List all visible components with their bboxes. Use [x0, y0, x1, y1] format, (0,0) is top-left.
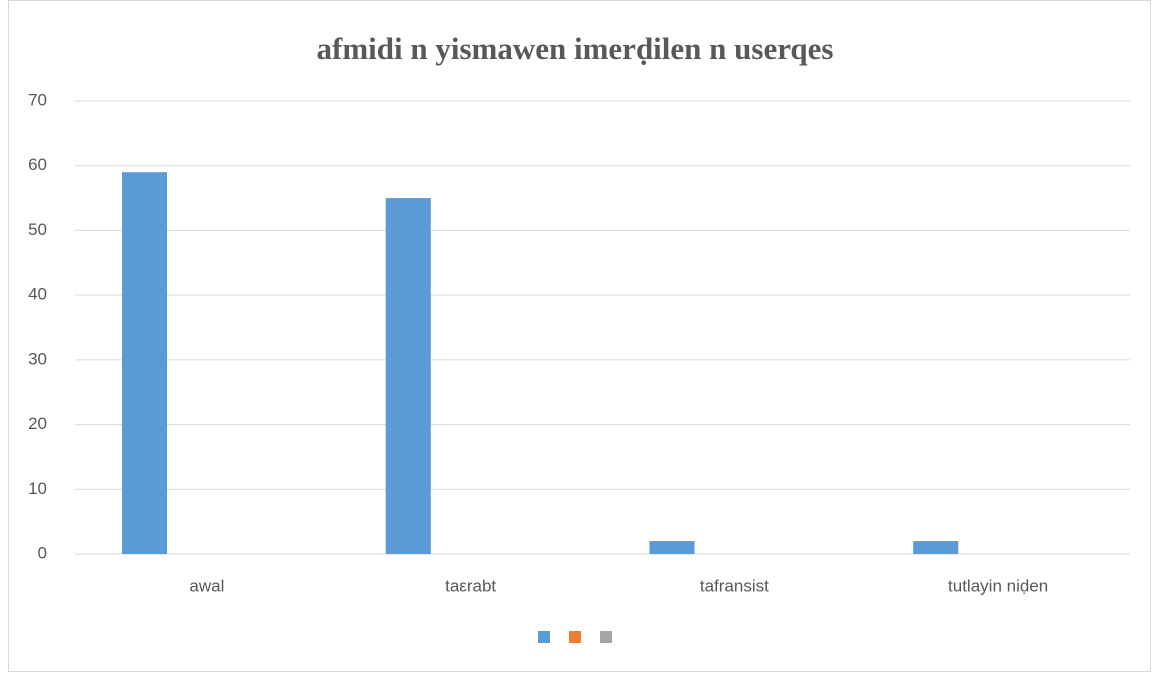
- x-tick-label: tutlayin niḍen: [948, 576, 1048, 595]
- y-tick-label: 20: [28, 414, 47, 433]
- x-tick-label: awal: [189, 576, 224, 595]
- x-tick-label: taεrabt: [445, 576, 496, 595]
- y-tick-label: 10: [28, 479, 47, 498]
- bar: [385, 198, 431, 555]
- y-tick-label: 60: [28, 155, 47, 174]
- legend-swatch: [600, 631, 612, 643]
- bar: [913, 541, 959, 554]
- y-tick-label: 40: [28, 285, 47, 304]
- y-tick-label: 70: [28, 90, 47, 109]
- chart-title: afmidi n yismawen imerḍilen n userqes: [317, 31, 834, 66]
- y-tick-label: 50: [28, 220, 47, 239]
- x-tick-label: tafransist: [700, 576, 769, 595]
- y-tick-label: 0: [38, 543, 47, 562]
- chart-border: [8, 0, 1151, 672]
- bar: [649, 541, 695, 554]
- legend-swatch: [569, 631, 581, 643]
- bar: [121, 172, 168, 554]
- y-tick-label: 30: [28, 349, 47, 368]
- legend-swatch: [538, 631, 550, 643]
